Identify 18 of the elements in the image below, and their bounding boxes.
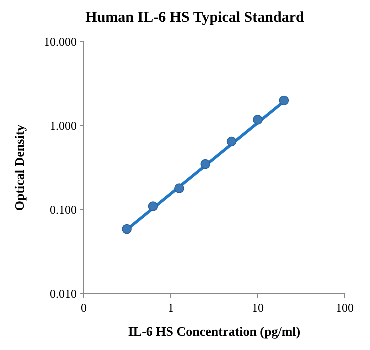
point: [174, 184, 184, 194]
y-tick-label: 1.000: [50, 119, 77, 133]
x-axis-title: IL-6 HS Concentration (pg/ml): [128, 324, 301, 339]
point: [226, 136, 237, 147]
x-tick-label: 10: [252, 301, 264, 315]
x-tick-label: 100: [336, 301, 354, 315]
point: [279, 96, 290, 106]
y-tick-label: 0.100: [50, 203, 77, 217]
x-tick-label: 1: [168, 301, 174, 315]
y-axis-title: Optical Density: [12, 124, 27, 212]
point: [200, 159, 211, 170]
point: [122, 224, 132, 234]
point: [148, 202, 158, 212]
chart-title: Human IL-6 HS Typical Standard: [86, 10, 305, 26]
y-tick-label: 0.010: [50, 287, 77, 301]
point: [253, 115, 263, 125]
y-tick-label: 10.000: [44, 35, 77, 49]
x-tick-label: 0: [81, 301, 87, 315]
